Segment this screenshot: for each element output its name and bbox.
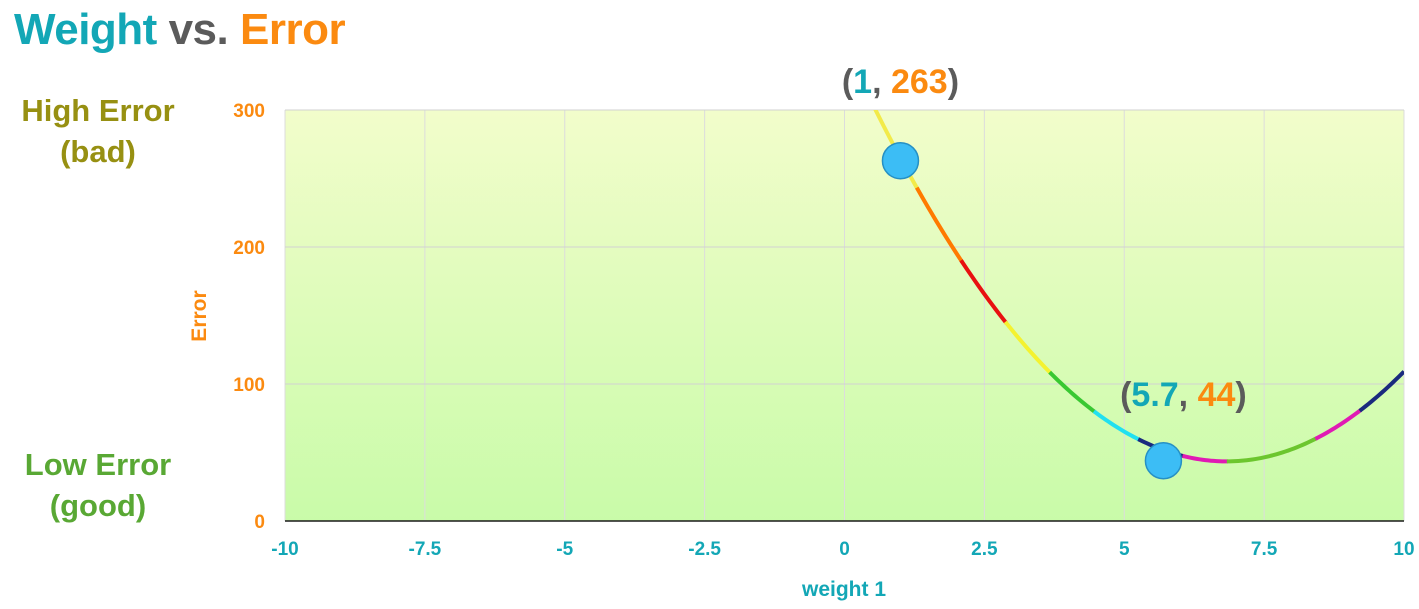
high-error-line2: (bad) xyxy=(60,134,136,169)
x-tick-label: 10 xyxy=(1393,539,1414,560)
high-error-line1: High Error xyxy=(21,93,175,128)
x-tick-label: 0 xyxy=(839,539,850,560)
data-points: (1, 263)(5.7, 44) xyxy=(842,63,1247,480)
label-close-paren: ) xyxy=(1235,376,1246,414)
x-tick-label: 5 xyxy=(1119,539,1130,560)
label-close-paren: ) xyxy=(948,63,959,101)
title-weight: Weight xyxy=(14,5,157,54)
label-y-value: 263 xyxy=(891,63,948,101)
y-tick-label: 200 xyxy=(233,238,265,259)
label-open-paren: ( xyxy=(842,63,854,101)
title-vs: vs. xyxy=(156,5,240,54)
point-label: (5.7, 44) xyxy=(1120,376,1247,414)
curve-segment xyxy=(915,186,964,264)
x-tick-labels: -10 -7.5 -5 -2.5 0 2.5 5 7.5 10 xyxy=(271,539,1414,560)
x-tick-label: -10 xyxy=(271,539,298,560)
data-point xyxy=(881,141,920,180)
x-axis-label: weight 1 xyxy=(801,578,886,601)
data-point xyxy=(1144,441,1183,480)
curve-segment xyxy=(1314,408,1363,441)
label-separator: , xyxy=(872,63,891,101)
label-x-value: 5.7 xyxy=(1131,376,1178,414)
x-tick-label: 7.5 xyxy=(1251,539,1278,560)
low-error-line1: Low Error xyxy=(24,447,172,482)
curve-segment xyxy=(1092,409,1141,442)
low-error-label: Low Error (good) xyxy=(0,444,196,526)
curve-segment xyxy=(1048,370,1097,414)
curve-segment xyxy=(1226,453,1273,464)
y-tick-label: 300 xyxy=(233,101,265,122)
grid xyxy=(284,109,1405,522)
label-open-paren: ( xyxy=(1120,376,1132,414)
label-separator: , xyxy=(1179,376,1198,414)
x-tick-label: -5 xyxy=(556,539,573,560)
title-error: Error xyxy=(239,5,346,54)
point-label: (1, 263) xyxy=(842,63,959,101)
label-x-value: 1 xyxy=(853,63,872,101)
label-y-value: 44 xyxy=(1198,376,1236,414)
y-axis-label: Error xyxy=(188,290,211,341)
high-error-label: High Error (bad) xyxy=(0,90,196,172)
chart-title: Weight vs. Error xyxy=(14,4,346,56)
curve-segment xyxy=(1003,320,1053,375)
curve-segment xyxy=(1182,453,1228,464)
low-error-line2: (good) xyxy=(49,488,147,523)
x-tick-label: -7.5 xyxy=(409,539,442,560)
curve-segment xyxy=(1270,436,1318,458)
curve-segment xyxy=(959,259,1009,325)
x-tick-label: -2.5 xyxy=(688,539,721,560)
curve-segment xyxy=(1358,370,1404,413)
y-tick-label: 100 xyxy=(233,375,265,396)
y-tick-label: 0 xyxy=(254,512,265,533)
y-tick-labels: 0 100 200 300 xyxy=(233,101,265,533)
x-tick-label: 2.5 xyxy=(971,539,998,560)
